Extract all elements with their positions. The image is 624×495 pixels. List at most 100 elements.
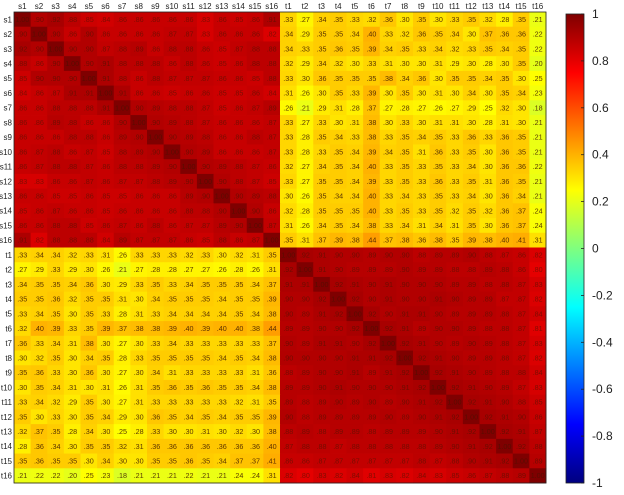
heatmap-cell-label: .89: [466, 280, 476, 289]
heatmap-cell-label: .90: [433, 280, 443, 289]
heatmap-cell-label: .87: [516, 295, 526, 304]
heatmap-cell-label: .34: [433, 221, 443, 230]
heatmap-cell-t3-t16: [529, 276, 547, 293]
heatmap-cell-t15-s15: [246, 453, 264, 469]
heatmap-cell-s2-t3: [313, 26, 331, 42]
heatmap-cell-label: .33: [233, 368, 243, 377]
heatmap-cell-label: .91: [350, 353, 360, 362]
heatmap-cell-t16-s10: [163, 468, 181, 484]
heatmap-cell-t6-s13: [213, 321, 231, 337]
heatmap-cell-label: .88: [167, 103, 177, 112]
y-tick-label: s12: [0, 177, 13, 186]
y-tick-label: t7: [5, 339, 12, 348]
heatmap-cell-label: .90: [283, 353, 293, 362]
heatmap-cell-s3-t5: [346, 41, 364, 57]
heatmap-cell-label: 1.00: [364, 324, 378, 333]
heatmap-cell-label: 1.00: [132, 118, 146, 127]
heatmap-cell-label: .36: [267, 368, 277, 377]
heatmap-cell-t5-t6: [363, 306, 381, 322]
heatmap-cell-label: .87: [84, 177, 94, 186]
heatmap-cell-t11-s10: [163, 394, 181, 410]
heatmap-cell-label: .36: [516, 162, 526, 171]
heatmap-cell-s15-t9: [413, 218, 431, 234]
heatmap-cell-label: .88: [184, 118, 194, 127]
heatmap-cell-t12-s6: [97, 409, 115, 425]
heatmap-cell-label: .87: [333, 457, 343, 466]
heatmap-cell-label: .33: [383, 221, 393, 230]
heatmap-cell-label: .88: [466, 265, 476, 274]
x-tick-label: t3: [318, 2, 325, 11]
heatmap-cell-s14-s13: [213, 203, 231, 219]
heatmap-cell-t10-s6: [97, 379, 115, 396]
heatmap-cell-t2-s7: [113, 262, 131, 278]
heatmap-cell-label: .33: [300, 44, 310, 53]
heatmap-cell-t3-s8: [130, 276, 148, 293]
heatmap-cell-label: 1.00: [331, 295, 345, 304]
heatmap-cell-t4-t13: [479, 291, 497, 307]
heatmap-cell-label: .85: [17, 74, 27, 83]
heatmap-cell-t4-t3: [313, 291, 331, 307]
heatmap-cell-label: .33: [134, 353, 144, 362]
colorbar-tick-label: -0.2: [592, 288, 613, 302]
heatmap-cell-label: .90: [416, 295, 426, 304]
heatmap-cell-label: .28: [400, 103, 410, 112]
heatmap-cell-s11-s5: [80, 159, 98, 175]
heatmap-cell-t13-t12: [462, 424, 480, 440]
heatmap-cell-s15-t11: [446, 218, 464, 234]
heatmap-cell-s2-t12: [462, 26, 480, 42]
y-tick-label: t4: [5, 295, 12, 304]
heatmap-cell-t3-s16: [263, 276, 281, 293]
heatmap-cell-s9-t4: [329, 129, 347, 145]
heatmap-cell-label: .86: [117, 30, 127, 39]
heatmap-cell-t13-s5: [80, 424, 98, 440]
heatmap-cell-label: 1.00: [531, 471, 545, 480]
colorbar-tick-label: -0.4: [592, 335, 613, 349]
heatmap-cell-label: .36: [433, 147, 443, 156]
heatmap-cell-s4-t7: [379, 56, 397, 72]
heatmap-cell-s7-s14: [230, 100, 248, 116]
heatmap-cell-label: .31: [416, 147, 426, 156]
heatmap-cell-label: .30: [317, 89, 327, 98]
heatmap-cell-label: .86: [516, 265, 526, 274]
heatmap-cell-label: .38: [134, 324, 144, 333]
heatmap-cell-label: .92: [483, 442, 493, 451]
heatmap-cell-label: .86: [51, 177, 61, 186]
y-tick-label: t1: [5, 251, 12, 260]
heatmap-cell-label: .88: [67, 133, 77, 142]
heatmap-cell-label: .35: [167, 295, 177, 304]
heatmap-cell-label: .33: [200, 398, 210, 407]
heatmap-cell-s10-t6: [363, 144, 381, 160]
heatmap-cell-label: .80: [533, 265, 543, 274]
heatmap-cell-t7-s10: [163, 335, 181, 351]
y-tick-label: s2: [4, 30, 13, 39]
heatmap-cell-label: .89: [450, 309, 460, 318]
heatmap-cell-t1-t16: [529, 247, 547, 263]
heatmap-cell-s10-s6: [97, 144, 115, 160]
heatmap-cell-label: .90: [317, 324, 327, 333]
heatmap-cell-label: .89: [167, 177, 177, 186]
heatmap-cell-s1-s12: [196, 12, 214, 28]
heatmap-cell-t7-s3: [47, 335, 65, 351]
heatmap-cell-label: .92: [366, 309, 376, 318]
heatmap-cell-label: .35: [100, 353, 110, 362]
heatmap-cell-label: .88: [300, 398, 310, 407]
heatmap-cell-label: .90: [300, 295, 310, 304]
heatmap-cell-s11-s8: [130, 159, 148, 175]
heatmap-cell-s7-t9: [413, 100, 431, 116]
heatmap-cell-label: .33: [167, 280, 177, 289]
heatmap-cell-s2-t5: [346, 26, 364, 42]
heatmap-cell-label: .33: [150, 250, 160, 259]
heatmap-cell-label: .90: [84, 59, 94, 68]
heatmap-cell-label: .35: [200, 280, 210, 289]
heatmap-cell-label: .36: [34, 457, 44, 466]
heatmap-cell-label: .28: [233, 265, 243, 274]
heatmap-cell-label: .38: [267, 427, 277, 436]
heatmap-cell-label: .85: [117, 192, 127, 201]
heatmap-cell-label: .33: [283, 74, 293, 83]
heatmap-cell-label: .89: [433, 250, 443, 259]
heatmap-cell-label: .32: [499, 103, 509, 112]
heatmap-cell-s14-t5: [346, 203, 364, 219]
heatmap-cell-t6-t12: [462, 321, 480, 337]
heatmap-cell-label: .89: [300, 427, 310, 436]
heatmap-cell-s8-t10: [429, 115, 447, 131]
